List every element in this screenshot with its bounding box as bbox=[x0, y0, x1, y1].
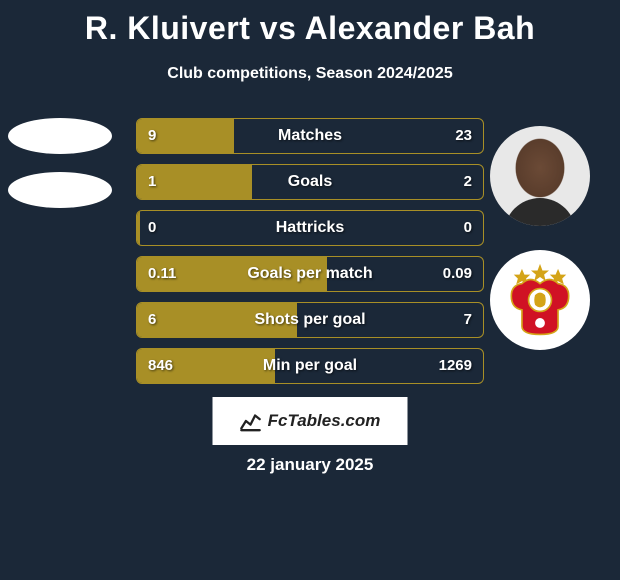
player1-name: R. Kluivert bbox=[85, 10, 251, 46]
benfica-crest-icon bbox=[499, 259, 581, 341]
subtitle: Club competitions, Season 2024/2025 bbox=[0, 65, 620, 83]
brand-badge: FcTables.com bbox=[213, 397, 408, 445]
stat-row: Hattricks00 bbox=[136, 210, 484, 246]
brand-text: FcTables.com bbox=[268, 411, 381, 431]
vs-text: vs bbox=[260, 10, 297, 46]
stat-bar bbox=[136, 302, 484, 338]
stat-row: Matches923 bbox=[136, 118, 484, 154]
stat-row: Shots per goal67 bbox=[136, 302, 484, 338]
date-text: 22 january 2025 bbox=[0, 455, 620, 475]
player2-club-crest bbox=[490, 250, 590, 350]
player2-name: Alexander Bah bbox=[305, 10, 536, 46]
left-avatar-column bbox=[8, 118, 112, 226]
stat-bar bbox=[136, 164, 484, 200]
comparison-chart: Matches923 Goals12 Hattricks00 Goals per ma… bbox=[136, 118, 484, 394]
stat-row: Goals12 bbox=[136, 164, 484, 200]
stat-row: Min per goal8461269 bbox=[136, 348, 484, 384]
stat-bar-fill bbox=[137, 165, 252, 199]
player1-avatar-placeholder bbox=[8, 118, 112, 154]
stat-bar-fill bbox=[137, 349, 275, 383]
right-avatar-column bbox=[490, 126, 590, 350]
stat-bar bbox=[136, 256, 484, 292]
stat-row: Goals per match0.110.09 bbox=[136, 256, 484, 292]
stat-bar bbox=[136, 118, 484, 154]
stat-bar-fill bbox=[137, 119, 234, 153]
brand-chart-icon bbox=[240, 410, 262, 432]
player2-avatar bbox=[490, 126, 590, 226]
stat-bar-fill bbox=[137, 257, 327, 291]
stat-bar-fill bbox=[137, 303, 297, 337]
page-title: R. Kluivert vs Alexander Bah bbox=[0, 0, 620, 47]
stat-bar bbox=[136, 210, 484, 246]
stat-bar bbox=[136, 348, 484, 384]
player1-club-placeholder bbox=[8, 172, 112, 208]
stat-bar-fill bbox=[137, 211, 140, 245]
player2-headshot-icon bbox=[490, 126, 590, 226]
